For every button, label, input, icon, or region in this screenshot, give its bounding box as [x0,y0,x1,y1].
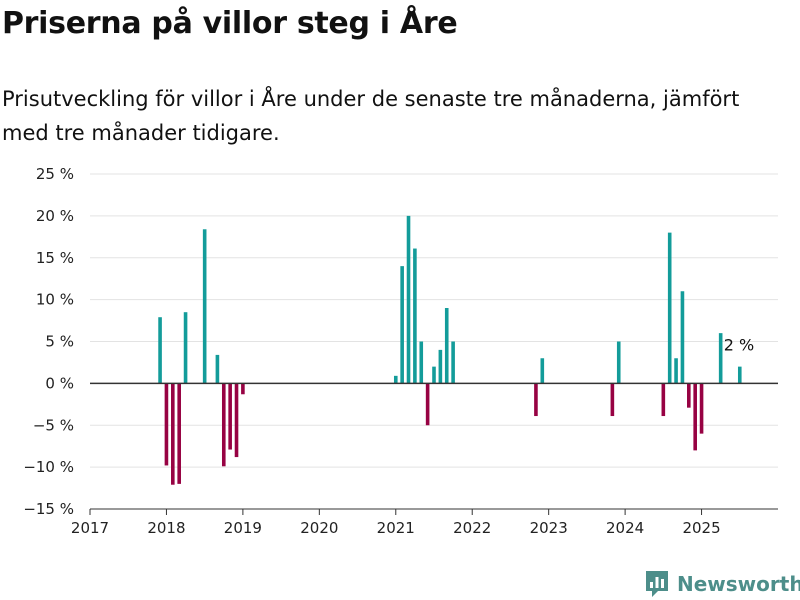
bar-positive [413,248,417,384]
bar-negative [687,383,691,408]
bar-negative [171,383,175,485]
x-tick-label: 2023 [530,519,568,537]
bar-negative [241,383,245,395]
y-tick-label: −10 % [23,458,74,476]
bar-positive [432,366,436,384]
x-tick-label: 2021 [377,519,415,537]
bar-negative [221,383,226,467]
bar-positive [215,354,220,384]
y-tick-label: 20 % [36,207,74,225]
bar-positive [406,215,411,384]
bar-positive [718,333,723,384]
bar-positive [540,358,545,384]
bar-positive [737,366,742,384]
newsworthy-logo-icon [646,571,668,597]
x-tick-label: 2017 [71,519,109,537]
y-tick-label: 10 % [36,291,74,309]
y-tick-label: 5 % [45,333,74,351]
bar-negative [164,383,169,466]
bar-positive [183,312,188,384]
x-tick-label: 2025 [682,519,720,537]
y-tick-label: −15 % [23,500,74,518]
bar-positive [616,341,621,384]
bar-positive [202,229,207,384]
bar-positive [158,317,162,384]
y-tick-label: 0 % [45,374,74,392]
bar-negative [228,383,232,450]
brand-name: Newsworthy [677,572,800,596]
y-tick-label: 25 % [36,165,74,183]
bar-positive [400,266,404,384]
bar-positive [667,232,672,384]
y-tick-label: 15 % [36,249,74,267]
latest-value-label: 2 % [724,336,754,355]
brand-logo: Newsworthy [645,569,800,599]
chart-subtitle: Prisutveckling för villor i Åre under de… [2,87,740,145]
x-tick-label: 2020 [300,519,338,537]
x-tick-label: 2019 [224,519,262,537]
bar-positive [444,308,449,384]
bar-negative [610,383,615,417]
bar-positive [438,349,443,384]
x-tick-label: 2018 [147,519,185,537]
bar-negative [425,383,430,426]
x-tick-label: 2022 [453,519,491,537]
bar-negative [699,383,704,434]
bar-negative [234,383,239,458]
x-tick-label: 2024 [606,519,644,537]
bar-negative [693,383,697,451]
bar-positive [680,291,685,384]
bar-positive [393,375,398,384]
bar-negative [177,383,181,484]
bar-negative [534,383,538,417]
bar-positive [674,358,678,384]
bar-positive [419,341,424,384]
bar-positive [451,341,455,384]
y-tick-label: −5 % [33,416,74,434]
bar-negative [661,383,666,417]
chart-title: Priserna på villor steg i Åre [2,6,458,41]
